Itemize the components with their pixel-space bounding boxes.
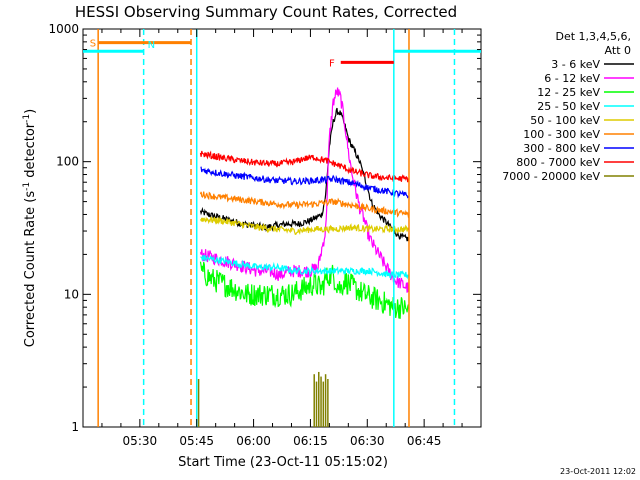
y-axis-label-sup2: -1: [22, 114, 32, 123]
x-tick-label: 06:00: [236, 434, 271, 448]
interval-label: N: [148, 40, 155, 51]
series-line: [199, 216, 410, 235]
series-line: [200, 166, 410, 199]
y-axis-label: Corrected Count Rate (s-1 detector-1): [22, 109, 38, 347]
y-tick-label: 1000: [48, 22, 79, 36]
interval-label: F: [329, 58, 335, 69]
legend-entry-label: 100 - 300 keV: [523, 128, 600, 141]
chart-title: HESSI Observing Summary Count Rates, Cor…: [75, 3, 457, 21]
x-tick-label: 06:15: [293, 434, 328, 448]
series-line: [199, 150, 409, 183]
footer-timestamp: 23-Oct-2011 12:02: [560, 467, 636, 476]
legend-entry-label: 7000 - 20000 keV: [502, 170, 600, 183]
legend-entry-label: 3 - 6 keV: [551, 58, 600, 71]
interval-label: S: [90, 39, 96, 50]
y-axis-label-end: ): [23, 109, 38, 114]
x-tick-label: 06:30: [350, 434, 385, 448]
series-line: [199, 261, 410, 319]
x-axis-label: Start Time (23-Oct-11 05:15:02): [178, 455, 388, 470]
series-layer: [197, 87, 410, 427]
plot-frame: [82, 28, 482, 428]
legend-entry-label: 25 - 50 keV: [537, 100, 600, 113]
legend-title-line1: Det 1,3,4,5,6,: [555, 30, 631, 43]
y-axis-label-main: Corrected Count Rate (s: [23, 191, 38, 348]
legend-entry-label: 12 - 25 keV: [537, 86, 600, 99]
x-tick-label: 06:45: [407, 434, 442, 448]
legend-entry-label: 50 - 100 keV: [530, 114, 600, 127]
legend-entry-label: 300 - 800 keV: [523, 142, 600, 155]
legend-entry-label: 6 - 12 keV: [544, 72, 600, 85]
y-tick-label: 100: [56, 155, 79, 169]
legend-entry-label: 800 - 7000 keV: [516, 156, 600, 169]
legend-title-line2: Att 0: [605, 44, 631, 57]
y-tick-label: 10: [64, 287, 79, 301]
x-tick-label: 05:45: [179, 434, 214, 448]
y-axis-label-sup1: -1: [22, 182, 32, 191]
series-line: [200, 254, 410, 280]
axis-layer: 1 10 100 1000 05:30 05:45 06:00 06:15 06:30 06:45: [48, 22, 482, 448]
y-tick-label: 1: [71, 420, 79, 434]
series-line: [199, 191, 410, 219]
y-axis-label-mid: detector: [23, 122, 38, 182]
marker-layer: S N F: [83, 29, 481, 427]
x-tick-label: 05:30: [123, 434, 158, 448]
